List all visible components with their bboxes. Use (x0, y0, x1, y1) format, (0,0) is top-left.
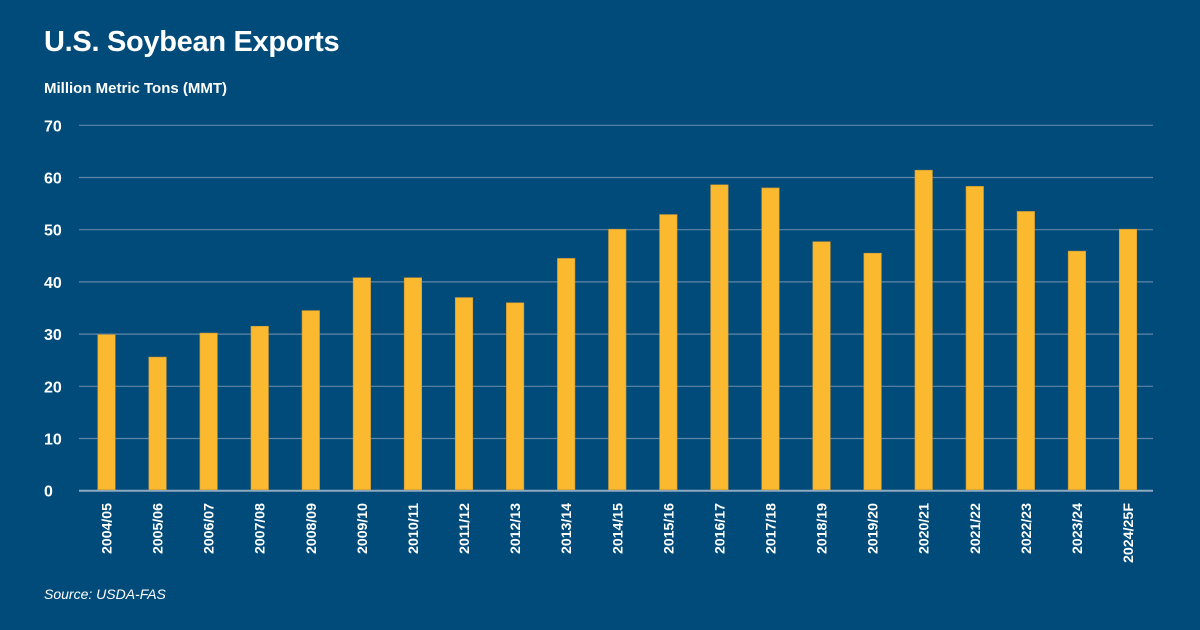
y-tick-label: 30 (44, 327, 62, 344)
bar (403, 277, 423, 490)
y-tick-label: 70 (44, 118, 62, 135)
x-tick-label: 2007/08 (252, 503, 268, 554)
y-tick-label: 20 (44, 379, 62, 396)
bar (301, 310, 320, 490)
bars (97, 169, 1138, 491)
chart-subtitle: Million Metric Tons (MMT) (44, 80, 228, 97)
y-tick-label: 0 (44, 484, 53, 501)
x-tick-label: 2008/09 (303, 503, 319, 554)
x-tick-label: 2020/21 (916, 503, 932, 554)
x-tick-label: 2009/10 (354, 503, 370, 554)
x-tick-label: 2012/13 (507, 503, 523, 554)
y-axis-ticks: 0 10 20 30 40 50 60 70 (44, 118, 62, 500)
y-tick-label: 50 (44, 223, 62, 240)
bar (761, 187, 780, 491)
x-tick-label: 2010/11 (405, 503, 421, 554)
source-note: Source: USDA-FAS (44, 586, 166, 602)
y-tick-label: 40 (44, 275, 62, 292)
bar (608, 228, 627, 490)
x-tick-label: 2006/07 (201, 503, 217, 554)
bar (1067, 250, 1086, 491)
bar (250, 325, 269, 490)
bar (454, 297, 474, 490)
bar (352, 277, 371, 490)
bar (863, 252, 882, 490)
bar (1016, 211, 1035, 490)
bar (506, 302, 525, 490)
bar (199, 332, 218, 490)
bar (710, 184, 729, 490)
bar (812, 241, 831, 490)
x-tick-label: 2021/22 (967, 503, 983, 554)
x-tick-label: 2018/19 (814, 503, 830, 554)
bar (965, 186, 984, 490)
x-tick-label: 2016/17 (711, 503, 727, 554)
x-tick-label: 2017/18 (762, 503, 778, 554)
chart-title: U.S. Soybean Exports (44, 26, 340, 58)
bar (148, 356, 167, 490)
x-tick-label: 2005/06 (150, 503, 166, 554)
bar (914, 169, 933, 490)
bar (1118, 228, 1138, 490)
x-tick-label: 2011/12 (456, 503, 472, 554)
x-tick-label: 2013/14 (558, 503, 574, 554)
x-tick-label: 2022/23 (1018, 503, 1034, 554)
bar (557, 258, 576, 490)
x-tick-label: 2015/16 (660, 503, 676, 554)
x-tick-label: 2004/05 (99, 503, 115, 554)
y-tick-label: 10 (44, 432, 62, 449)
x-tick-label: 2023/24 (1069, 503, 1085, 554)
bar (659, 214, 678, 490)
x-tick-label: 2019/20 (865, 503, 881, 554)
y-tick-label: 60 (44, 171, 62, 188)
x-tick-label: 2024/25F (1120, 503, 1136, 563)
x-tick-label: 2014/15 (609, 503, 625, 554)
x-axis-ticks: 2004/05 2005/06 2006/07 2007/08 2008/09 2009/… (99, 503, 1137, 563)
bar (97, 334, 116, 491)
